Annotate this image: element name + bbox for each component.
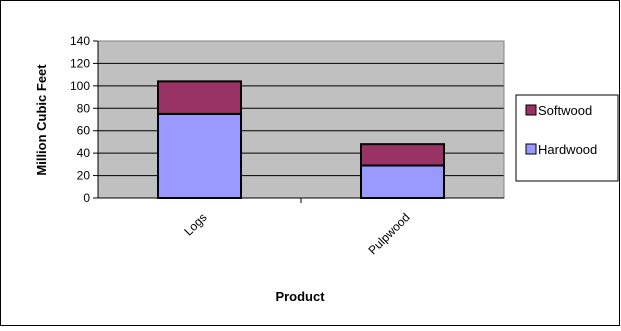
legend: Softwood Hardwood bbox=[515, 94, 619, 182]
y-tick-label: 80 bbox=[77, 101, 91, 115]
y-axis-title: Million Cubic Feet bbox=[34, 64, 49, 176]
y-tick-label: 60 bbox=[77, 124, 91, 138]
bar-softwood-pulpwood bbox=[360, 143, 445, 167]
y-tick-label: 140 bbox=[70, 34, 90, 48]
bars bbox=[157, 80, 445, 200]
y-tick-label: 120 bbox=[70, 56, 90, 70]
y-tick-label: 20 bbox=[77, 169, 91, 183]
legend-label-softwood: Softwood bbox=[538, 103, 592, 118]
y-tick-label: 100 bbox=[70, 79, 90, 93]
legend-label-hardwood: Hardwood bbox=[538, 142, 597, 157]
legend-swatch-softwood bbox=[525, 104, 537, 116]
x-axis-title: Product bbox=[275, 289, 325, 304]
legend-swatch-hardwood bbox=[525, 143, 537, 155]
y-tick-label: 0 bbox=[83, 191, 90, 205]
bar-hardwood-logs bbox=[157, 112, 242, 199]
bar-softwood-logs bbox=[157, 80, 242, 115]
y-tick-label: 40 bbox=[77, 146, 91, 160]
bar-hardwood-pulpwood bbox=[360, 164, 445, 200]
